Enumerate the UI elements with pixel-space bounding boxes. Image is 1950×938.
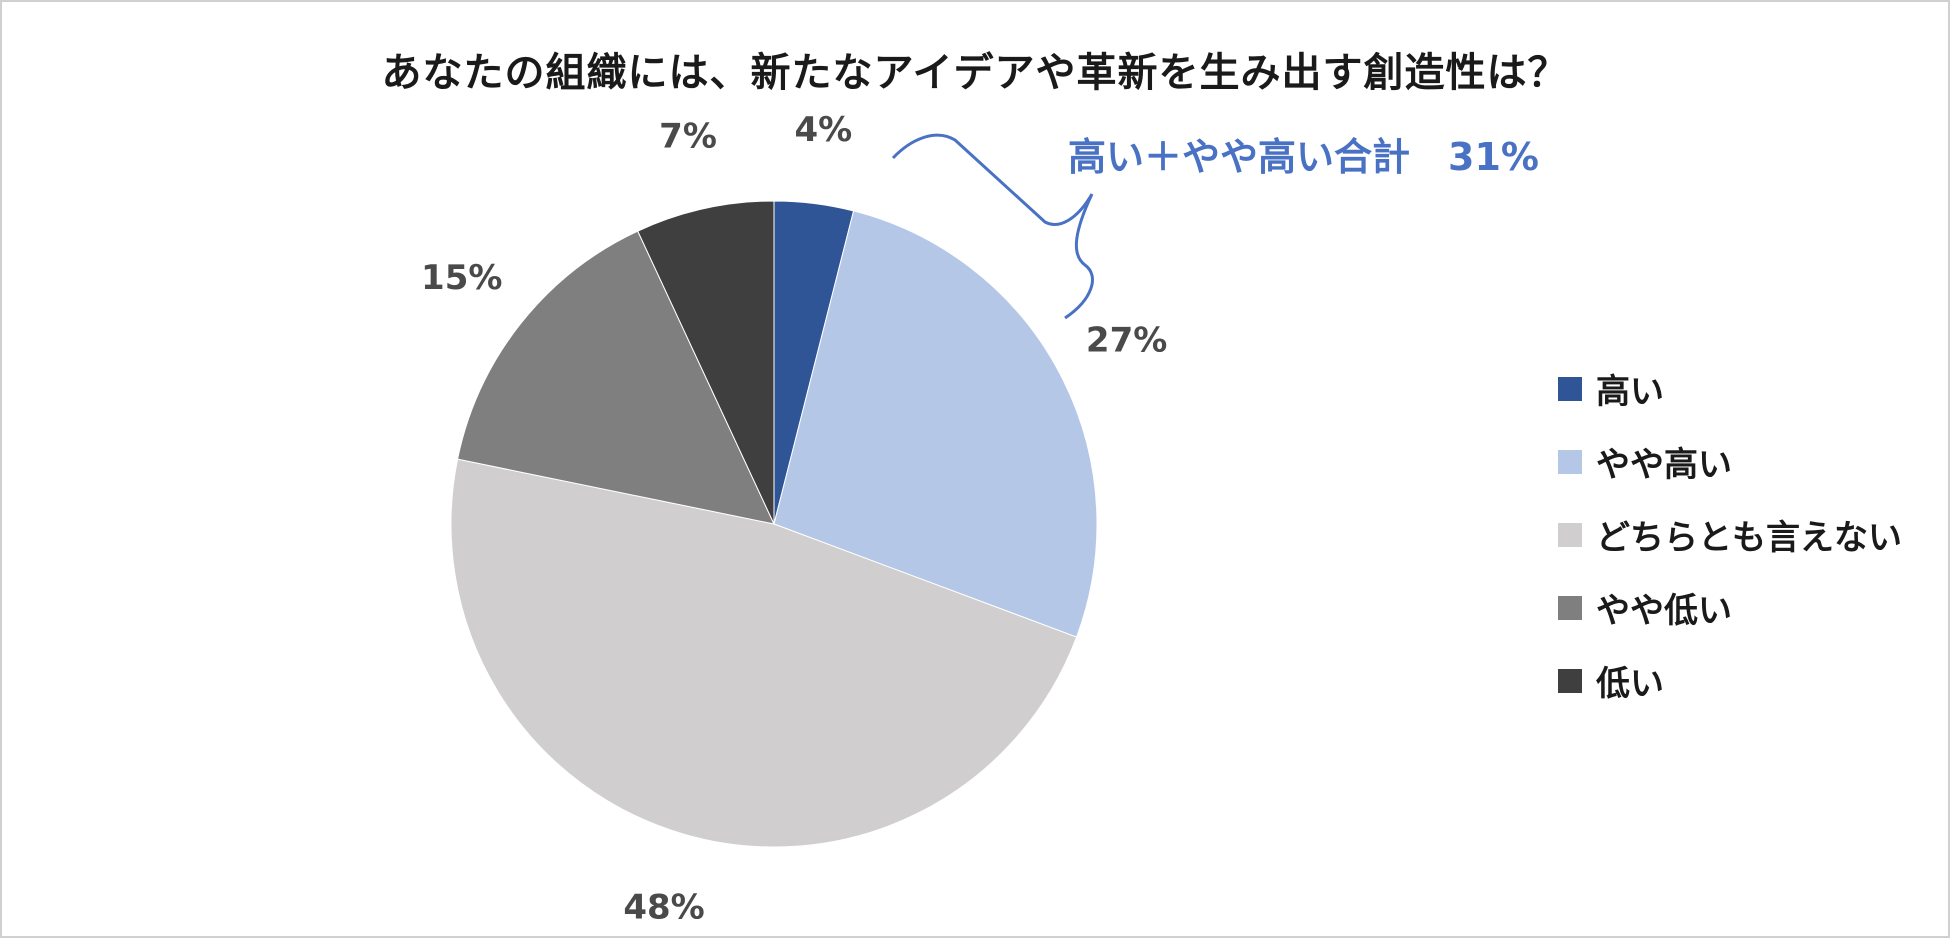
legend-item-1: やや高い	[1558, 425, 1902, 498]
legend-label: 低い	[1596, 664, 1664, 704]
pie-slice-2	[450, 458, 1078, 848]
slice-label-1: 27%	[1086, 320, 1167, 360]
pie-slice-4	[637, 200, 775, 525]
slice-label-3: 15%	[421, 258, 502, 298]
legend-swatch	[1558, 376, 1582, 401]
chart-title: あなたの組織には、新たなアイデアや革新を生み出す創造性は？	[381, 50, 1569, 96]
legend-swatch	[1558, 449, 1582, 474]
pie-slice-1	[773, 210, 1098, 638]
legend-item-4: 低い	[1558, 644, 1902, 717]
legend-label: やや低い	[1596, 591, 1732, 631]
pie-slices	[450, 200, 1098, 848]
legend-item-3: やや低い	[1558, 571, 1902, 644]
annotation-text: 高い＋やや高い合計 31%	[1068, 135, 1539, 179]
legend-swatch	[1558, 595, 1582, 620]
slice-label-4: 7%	[659, 116, 717, 156]
annotation-brace	[891, 133, 1094, 320]
legend-label: やや高い	[1596, 445, 1732, 485]
legend: 高いやや高いどちらとも言えない やや低い低い	[1558, 352, 1902, 717]
legend-label: どちらとも言えない	[1596, 518, 1902, 558]
pie-slice-3	[456, 230, 775, 525]
legend-swatch	[1558, 668, 1582, 693]
slice-label-0: 4%	[795, 110, 853, 150]
legend-label: 高い	[1596, 372, 1664, 412]
pie-labels: 4% 27% 48% 15% 7%	[421, 110, 1167, 927]
slice-label-2: 48%	[623, 888, 704, 928]
legend-swatch	[1558, 522, 1582, 547]
legend-item-2: どちらとも言えない	[1558, 498, 1902, 571]
legend-item-0: 高い	[1558, 352, 1902, 425]
